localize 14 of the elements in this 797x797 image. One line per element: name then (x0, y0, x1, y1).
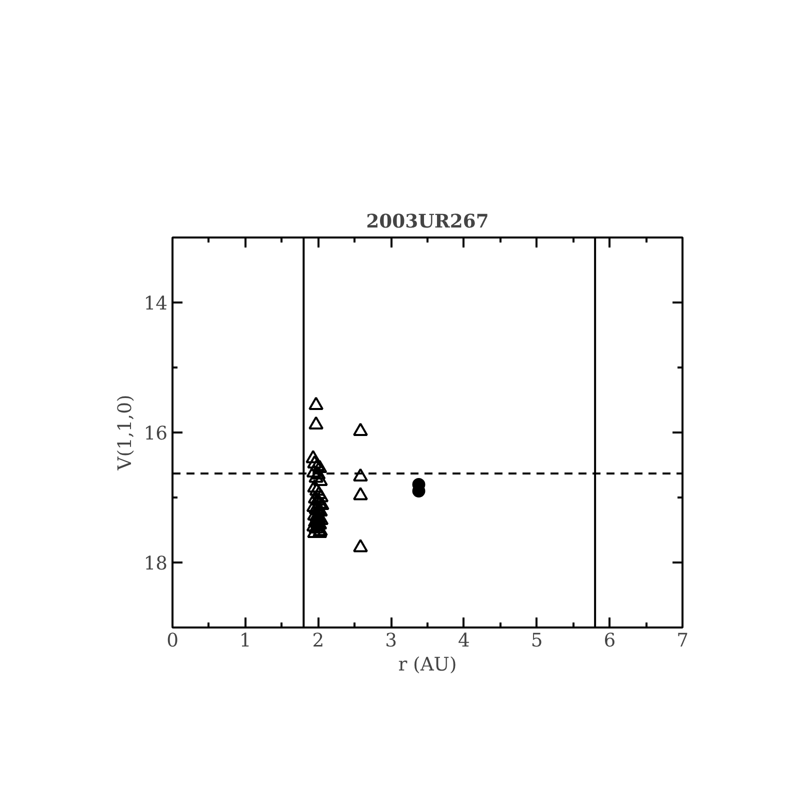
x-tick-label: 1 (239, 630, 252, 652)
y-tick-label: 16 (144, 424, 168, 444)
x-tick-label: 4 (458, 630, 470, 652)
y-axis-title: V(1,1,0) (114, 394, 136, 472)
x-tick-label: 5 (530, 630, 543, 652)
x-tick-label: 2 (312, 630, 324, 652)
chart-title: 2003UR267 (366, 210, 489, 232)
x-axis-title: r (AU) (398, 654, 457, 676)
x-tick-label: 7 (676, 630, 688, 652)
x-tick-label: 0 (166, 630, 178, 652)
y-tick-label: 18 (144, 554, 168, 574)
x-tick-label: 3 (385, 630, 398, 652)
x-tick-label: 6 (604, 630, 616, 652)
y-tick-label: 14 (144, 294, 168, 314)
